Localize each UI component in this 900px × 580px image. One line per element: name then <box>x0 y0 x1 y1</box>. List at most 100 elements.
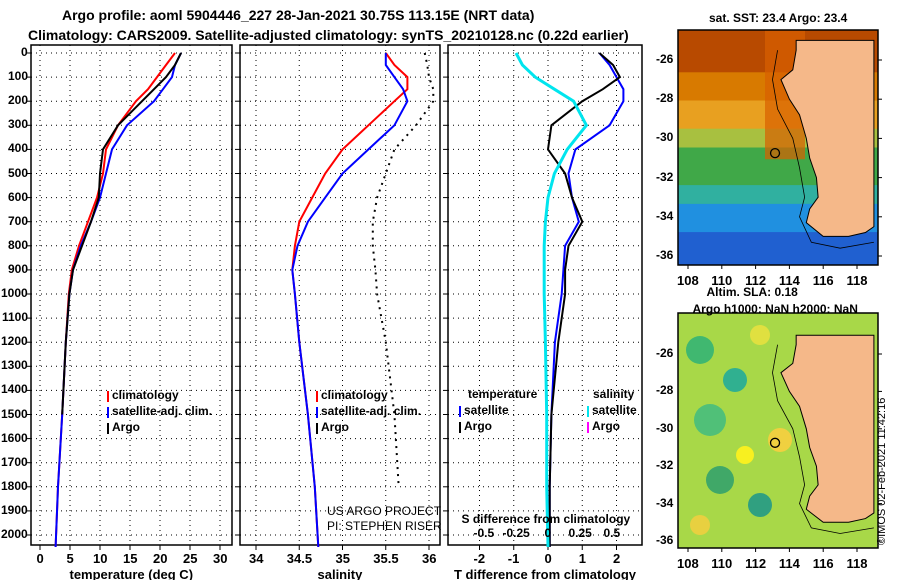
bathymetry-contour <box>772 344 874 534</box>
legend-swatch <box>587 406 589 417</box>
lat-tick-label: -36 <box>656 533 674 547</box>
legend-label: Argo <box>592 419 620 433</box>
x2-tick-label: 0 <box>544 526 552 540</box>
series-line-s-satellite <box>514 52 589 548</box>
x-tick-label: 0 <box>544 551 552 566</box>
lat-tick-label: -26 <box>656 346 674 360</box>
x-tick-label: 35 <box>335 551 350 566</box>
legend-label: satellite-adj. clim. <box>112 404 213 418</box>
lat-tick-label: -32 <box>656 169 674 184</box>
legend-swatch <box>107 391 109 402</box>
lat-tick-label: -32 <box>656 458 674 473</box>
legend-label: satellite <box>464 403 509 417</box>
sla-eddy <box>768 428 792 452</box>
panel-frame-temperature <box>30 44 233 546</box>
sst-band <box>678 232 878 265</box>
x-tick-label: 34.5 <box>286 551 313 566</box>
x2-tick-label: -0.25 <box>502 526 530 540</box>
y-tick-label: 1300 <box>1 358 28 373</box>
land-australia <box>780 334 875 523</box>
lat-tick-label: -34 <box>656 208 674 223</box>
lon-tick-label: 114 <box>778 556 800 571</box>
x-tick-label: 1 <box>578 551 586 566</box>
legend-swatch <box>316 407 318 418</box>
y-tick-label: 100 <box>8 69 29 84</box>
lat-tick-label: -26 <box>656 52 674 66</box>
sla-eddy <box>694 404 726 436</box>
legend-heading-salinity: salinity <box>593 387 635 401</box>
x-tick-label: 36 <box>422 551 437 566</box>
y-tick-label: 0 <box>21 45 28 59</box>
sla-eddy <box>690 515 710 535</box>
map-field <box>678 30 878 265</box>
y-tick-label: 500 <box>8 165 29 180</box>
sla-map-title: Altim. SLA: 0.18 <box>706 285 798 299</box>
x-tick-label: 30 <box>213 551 228 566</box>
panel-frame-salinity <box>239 44 441 546</box>
x2-tick-label: 0.25 <box>568 526 592 540</box>
figure-subtitle: Climatology: CARS2009. Satellite-adjuste… <box>28 27 629 43</box>
sla-map-subtitle: Argo h1000: NaN h2000: NaN <box>692 302 858 316</box>
legend-heading-temperature: temperature <box>468 387 538 401</box>
legend-label: climatology <box>112 388 179 402</box>
legend-swatch <box>107 423 109 434</box>
y-tick-label: 1400 <box>1 382 28 397</box>
lon-tick-label: 108 <box>677 273 699 288</box>
credit-pi: PI: STEPHEN RISER <box>327 519 442 533</box>
imos-stamp: ©IMOS 02-Feb-2021 11:42:16 <box>876 397 888 545</box>
legend-label: satellite-adj. clim. <box>321 404 422 418</box>
y-tick-label: 700 <box>8 213 29 228</box>
y-tick-label: 1700 <box>1 454 28 469</box>
x-tick-label: 5 <box>66 551 74 566</box>
lon-tick-label: 110 <box>711 273 733 288</box>
x-tick-label: 25 <box>183 551 198 566</box>
figure-title: Argo profile: aoml 5904446_227 28-Jan-20… <box>62 7 535 23</box>
lon-tick-label: 114 <box>778 273 800 288</box>
legend-swatch <box>459 406 461 417</box>
lat-tick-label: -36 <box>656 248 674 262</box>
legend-label: Argo <box>112 420 140 434</box>
x-tick-label: 15 <box>123 551 138 566</box>
x-axis-label: temperature (deg C) <box>69 567 194 580</box>
x-tick-label: -1 <box>507 551 520 566</box>
lon-tick-label: 118 <box>846 556 868 571</box>
lon-tick-label: 112 <box>745 556 767 571</box>
x-tick-label: 0 <box>36 551 44 566</box>
legend-swatch <box>587 422 589 433</box>
lon-tick-label: 108 <box>677 556 699 571</box>
map-frame <box>677 312 879 549</box>
legend-swatch <box>107 407 109 418</box>
lon-tick-label: 118 <box>846 273 868 288</box>
x-tick-label: 35.5 <box>373 551 399 566</box>
x-tick-label: 34 <box>249 551 264 566</box>
lon-tick-label: 112 <box>745 273 767 288</box>
lat-tick-label: -30 <box>656 130 674 145</box>
sla-eddy <box>750 325 770 345</box>
argo-position-marker <box>769 147 781 159</box>
y-tick-label: 1200 <box>1 334 28 349</box>
series-line-t-argo <box>546 52 622 547</box>
x-axis-label: T difference from climatology <box>454 567 637 580</box>
argo-position-marker <box>769 437 781 448</box>
series-line-satellite-adj-clim- <box>291 53 409 548</box>
legend-swatch <box>316 391 318 402</box>
y-tick-label: 2000 <box>1 527 28 541</box>
lat-tick-label: -34 <box>656 495 674 510</box>
credit-project: US ARGO PROJECT <box>327 504 442 518</box>
y-tick-label: 1000 <box>1 286 28 300</box>
legend-label: Argo <box>321 420 349 434</box>
sla-eddy <box>748 493 772 517</box>
x-tick-label: 2 <box>613 551 621 566</box>
sla-eddy <box>706 466 734 494</box>
x-tick-label: 20 <box>153 551 168 566</box>
map-field <box>678 313 878 548</box>
x-axis-label: salinity <box>317 567 363 580</box>
lon-tick-label: 110 <box>711 556 733 571</box>
x2-tick-label: 0.5 <box>603 526 621 540</box>
x-tick-label: 10 <box>93 551 108 566</box>
legend-label: climatology <box>321 388 388 402</box>
x-tick-label: -2 <box>473 551 486 566</box>
y-tick-label: 800 <box>8 237 29 252</box>
y-tick-label: 600 <box>8 189 29 204</box>
